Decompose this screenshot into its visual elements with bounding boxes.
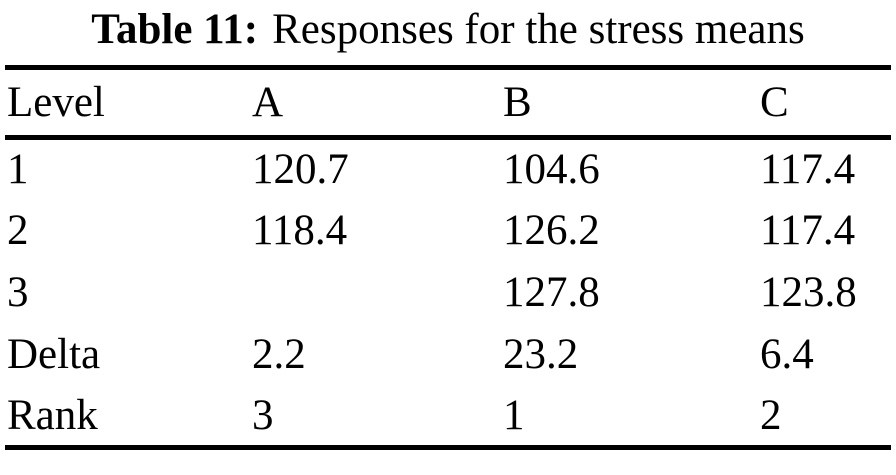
value-cell: 6.4 — [760, 331, 814, 378]
table-row-level-2: 2 118.4 126.2 117.4 — [5, 200, 891, 262]
value-cell: 2 — [760, 391, 782, 439]
column-header-c: C — [758, 67, 891, 140]
value-cell: 117.4 — [760, 146, 856, 194]
row-label: 3 — [7, 269, 29, 316]
table-row-delta: Delta 2.2 23.2 6.4 — [5, 324, 891, 386]
value-cell: 123.8 — [760, 269, 857, 316]
table-caption-label: Table 11: — [91, 6, 259, 53]
value-cell: 118.4 — [252, 207, 348, 254]
value-cell: 117.4 — [760, 207, 856, 254]
column-header-level: Level — [5, 67, 250, 140]
row-label: Rank — [7, 391, 98, 439]
header-row: Level A B C — [5, 67, 891, 140]
value-cell: 120.7 — [252, 146, 349, 194]
table-row-level-1: 1 120.7 104.6 117.4 — [5, 138, 891, 200]
column-header-a: A — [250, 67, 501, 140]
row-label: 2 — [7, 207, 29, 254]
value-cell: 2.2 — [252, 331, 306, 378]
table-row-level-3: 3 127.8 123.8 — [5, 262, 891, 324]
value-cell: 3 — [252, 391, 274, 439]
column-header-b: B — [501, 67, 758, 140]
table-caption: Table 11: Responses for the stress means — [0, 0, 896, 65]
value-cell: 126.2 — [503, 207, 600, 254]
value-cell — [250, 262, 501, 324]
value-cell: 127.8 — [503, 269, 600, 316]
table-row-rank: Rank 3 1 2 — [5, 386, 891, 448]
value-cell: 1 — [503, 391, 525, 439]
row-label: Delta — [7, 331, 101, 378]
value-cell: 23.2 — [503, 331, 579, 378]
row-label: 1 — [7, 146, 29, 194]
value-cell: 104.6 — [503, 146, 600, 194]
table-caption-text: Responses for the stress means — [272, 6, 805, 53]
stress-means-table: Level A B C 1 120.7 104.6 117.4 2 118.4 … — [5, 65, 891, 450]
